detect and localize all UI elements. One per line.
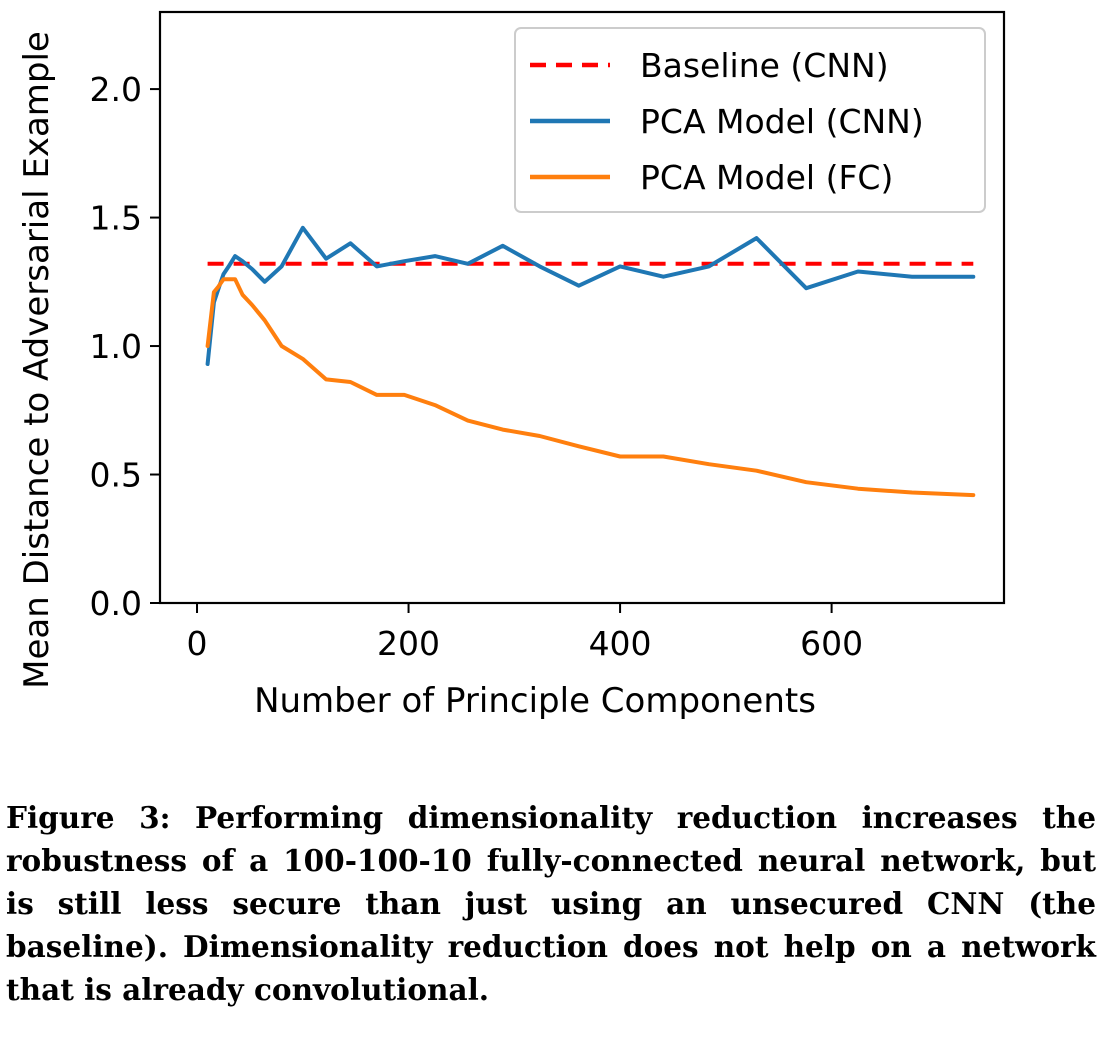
legend-box [514,27,986,213]
series-line-1 [205,225,976,366]
x-tick-label-2: 400 [589,624,652,663]
y-tick-label-0: 0.0 [90,584,142,623]
y-tick-label-1: 0.5 [90,456,142,495]
chart-figure: 0 200 400 600 0.0 0.5 1.0 1.5 2.0 Number of Princ… [17,10,1006,721]
y-axis-label: Mean Distance to Adversarial Example [17,31,57,689]
legend-label-0: Baseline (CNN) [640,46,889,85]
x-tick-label-3: 600 [800,624,863,663]
line-chart: 0 200 400 600 0.0 0.5 1.0 1.5 2.0 Number of Princ… [17,10,1006,721]
x-tick-label-1: 200 [377,624,440,663]
figure-caption: Figure 3: Performing dimensionality redu… [6,800,1096,1007]
x-axis-label: Number of Principle Components [254,681,816,721]
y-tick-label-3: 1.5 [90,199,142,238]
series-line-2 [205,277,976,498]
legend-label-2: PCA Model (FC) [640,158,893,197]
legend-label-1: PCA Model (CNN) [640,102,924,141]
y-tick-label-2: 1.0 [90,327,142,366]
x-tick-label-0: 0 [187,624,208,663]
plot-frame [158,10,1006,605]
y-tick-label-4: 2.0 [90,70,142,109]
